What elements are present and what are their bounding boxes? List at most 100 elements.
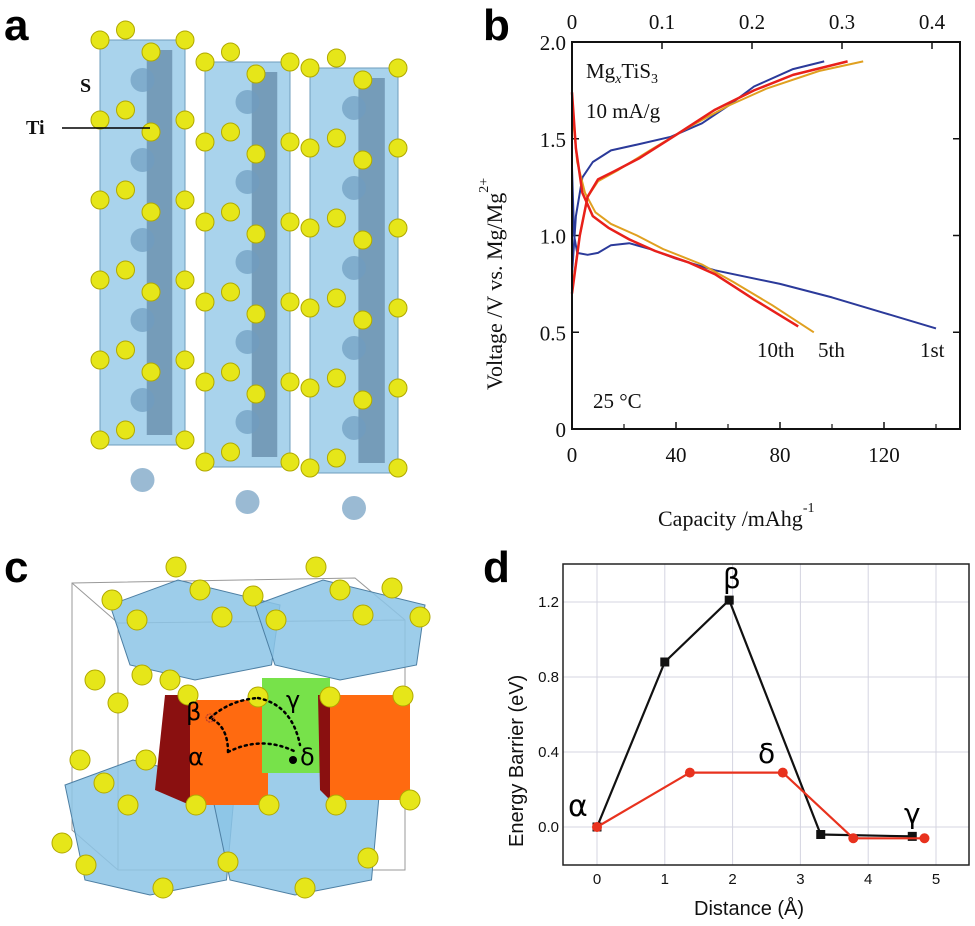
sulfur-atom: [221, 362, 240, 382]
sulfur-atom: [90, 190, 110, 210]
sulfur-atom: [69, 749, 91, 771]
b-x-tick-label: 0: [567, 443, 578, 467]
sulfur-atom: [84, 669, 106, 691]
formula-tis: TiS: [621, 59, 651, 83]
sulfur-atom: [280, 212, 300, 232]
b-10th-charge-curve: [570, 60, 848, 294]
sulfur-atom: [392, 685, 414, 707]
ti-atom: [235, 250, 260, 274]
sulfur-atom: [175, 270, 195, 290]
d-series-0-line: [595, 598, 913, 838]
d-x-tick-label: 5: [932, 871, 940, 888]
sulfur-atom: [353, 70, 373, 90]
panel-label-a: a: [4, 1, 29, 50]
sulfur-atom: [189, 579, 211, 601]
sulfur-atom: [352, 604, 374, 626]
sulfur-atom: [141, 122, 161, 142]
sulfur-atom: [175, 430, 195, 450]
sulfur-atom: [116, 180, 135, 200]
sulfur-atom: [141, 282, 161, 302]
sulfur-atom: [217, 851, 239, 873]
d-series-1-point: [919, 833, 930, 844]
b-series-label-5th: 5th: [818, 338, 845, 362]
b-y-tick-label: 0: [556, 418, 567, 442]
d-series-1-point: [592, 822, 602, 832]
ti-atom: [130, 308, 155, 332]
d-series-1-line: [596, 771, 925, 840]
formula-mg: Mg: [586, 59, 616, 83]
sulfur-atom: [246, 224, 266, 244]
panel-a-tis3-chains: a S Ti: [4, 1, 408, 520]
sulfur-atom: [211, 606, 233, 628]
ti-atom: [130, 228, 155, 252]
sulfur-atom: [326, 48, 346, 68]
sulfur-atom: [246, 64, 266, 84]
sulfur-atom: [221, 442, 240, 462]
sulfur-atom: [326, 128, 346, 148]
sulfur-atom: [280, 452, 300, 472]
d-label-delta: δ: [758, 737, 775, 770]
sulfur-atom: [90, 350, 110, 370]
ti-atom: [130, 68, 155, 92]
sulfur-atom: [141, 42, 161, 62]
d-y-tick-label: 0.0: [538, 819, 559, 836]
sulfur-atom: [175, 190, 195, 210]
d-label-beta: β: [723, 562, 741, 595]
b-series-label-1st: 1st: [920, 338, 945, 362]
ti-atom: [342, 256, 366, 280]
sulfur-atom: [353, 230, 373, 250]
sulfur-atom: [381, 577, 403, 599]
b-temperature-label: 25 °C: [593, 389, 642, 413]
b-formula: MgxTiS3: [586, 59, 658, 87]
b-y-tick-label: 1.5: [540, 128, 566, 152]
orange-polyhedron: [330, 695, 410, 800]
sulfur-atom: [353, 390, 373, 410]
sulfur-atom: [221, 42, 240, 62]
site-label-gamma: γ: [286, 686, 300, 714]
sulfur-atom: [101, 589, 123, 611]
ti-atom: [342, 96, 366, 120]
ti-atom: [130, 148, 155, 172]
b-top-tick-label: 0.4: [919, 10, 946, 34]
orange-polyhedron-dark-face: [155, 695, 190, 805]
sulfur-atom: [152, 877, 174, 899]
panel-label-c: c: [4, 543, 28, 592]
d-plot-frame: [562, 563, 970, 866]
panel-label-d: d: [483, 543, 510, 592]
d-series-0-point: [660, 657, 670, 667]
sulfur-atom: [409, 606, 431, 628]
sulfur-atom: [117, 794, 139, 816]
orange-polyhedron-dark-face: [318, 695, 330, 800]
d-y-tick-label: 1.2: [538, 594, 559, 611]
panel-d-energy-barrier-chart: d 0 1 2 3 4 5 0.0 0.4 0.8 1.2 α β δ γ Distance (Å…: [483, 543, 970, 920]
sulfur-atom: [195, 132, 215, 152]
b-series: [570, 60, 937, 334]
d-x-tick-label: 1: [661, 871, 669, 888]
ti-atom: [235, 410, 260, 434]
atom-label-ti: Ti: [26, 117, 45, 139]
sulfur-atom: [135, 749, 157, 771]
sulfur-atom: [326, 208, 346, 228]
delta-site-marker: [289, 756, 297, 764]
atom-label-s: S: [80, 75, 91, 97]
sulfur-atom: [280, 372, 300, 392]
sulfur-atom: [305, 556, 327, 578]
sulfur-atom: [399, 789, 421, 811]
sulfur-atom: [116, 100, 135, 120]
blue-polyhedron: [254, 579, 426, 681]
ti-atom: [342, 496, 366, 520]
blue-polyhedron: [109, 579, 281, 681]
ti-atom: [342, 176, 366, 200]
d-x-axis-title: Distance (Å): [694, 897, 804, 920]
sulfur-atom: [300, 458, 320, 478]
b-1st-discharge-curve: [571, 167, 937, 330]
b-series-label-10th: 10th: [757, 338, 795, 362]
sulfur-atom: [388, 138, 408, 158]
b-ylabel-sup: 2+: [477, 178, 492, 193]
d-label-alpha: α: [568, 789, 588, 824]
ti-atom: [342, 416, 366, 440]
sulfur-atom: [177, 684, 199, 706]
d-series-0-point: [816, 830, 826, 839]
sulfur-atom: [329, 579, 351, 601]
